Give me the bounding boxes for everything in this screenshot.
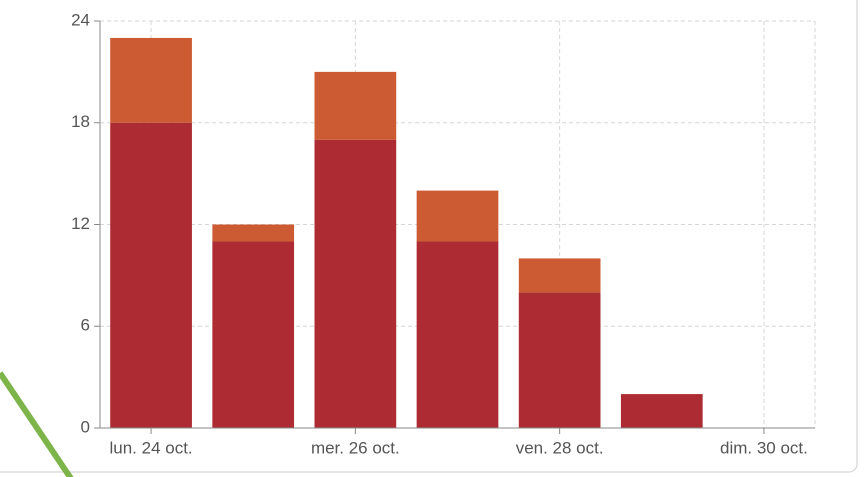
bar-segment: [212, 241, 295, 428]
bar-segment: [212, 224, 295, 242]
x-tick-label: ven. 28 oct.: [516, 438, 604, 457]
x-tick-label: mer. 26 oct.: [311, 438, 400, 457]
y-tick-label: 18: [71, 112, 90, 131]
y-tick-label: 0: [81, 417, 90, 436]
y-tick-label: 12: [71, 214, 90, 233]
bar-segment: [518, 292, 601, 428]
bar-segment: [314, 71, 397, 140]
bar-segment: [416, 241, 499, 428]
bar-segment: [110, 122, 192, 428]
plot: 0 6 12 18 24 lun. 24 oct. mer. 26 oct. ven. 28 …: [71, 10, 816, 457]
bar-segment: [314, 139, 397, 429]
decoration-stripe: [0, 371, 74, 477]
y-tick-label: 6: [81, 316, 90, 335]
y-tick-label: 24: [71, 10, 90, 29]
bar-segment: [518, 258, 601, 293]
bar-segment: [110, 37, 192, 123]
bar-segment: [620, 394, 703, 428]
x-tick-label: dim. 30 oct.: [720, 438, 808, 457]
bar-segment: [416, 190, 499, 242]
x-tick-label: lun. 24 oct.: [109, 438, 192, 457]
